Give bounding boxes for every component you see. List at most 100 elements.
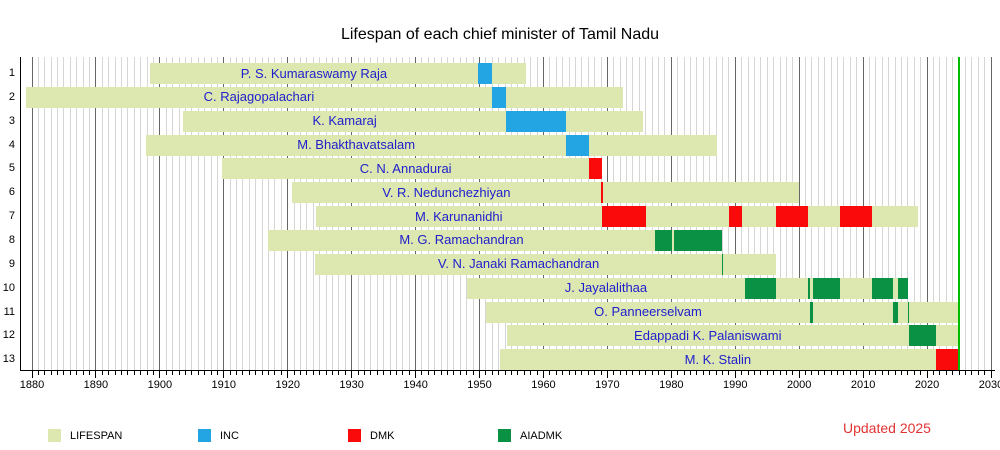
gridline bbox=[63, 57, 65, 370]
term-segment-AIADMK[interactable] bbox=[674, 229, 723, 251]
lifespan-bar[interactable] bbox=[267, 229, 723, 251]
lifespan-bar[interactable] bbox=[150, 63, 526, 84]
gridline bbox=[37, 57, 39, 370]
axis-tick bbox=[395, 371, 397, 375]
lifespan-bar[interactable] bbox=[485, 301, 960, 323]
gridline bbox=[140, 57, 142, 370]
row-index-label: 13 bbox=[2, 353, 15, 366]
term-segment-DMK[interactable] bbox=[935, 349, 960, 371]
term-segment-AIADMK[interactable] bbox=[810, 301, 814, 323]
axis-tick bbox=[638, 371, 640, 375]
lifespan-bar[interactable] bbox=[221, 158, 602, 180]
axis-tick bbox=[900, 371, 902, 375]
legend-label-inc: INC bbox=[220, 430, 239, 442]
gridline bbox=[101, 57, 103, 370]
cm-name-link[interactable]: V. N. Janaki Ramachandran bbox=[437, 256, 600, 272]
axis-tick bbox=[747, 371, 749, 375]
row-index-label: 2 bbox=[8, 90, 15, 103]
axis-tick bbox=[798, 371, 800, 378]
axis-tick bbox=[300, 371, 302, 375]
cm-name-link[interactable]: O. Panneerselvam bbox=[594, 304, 702, 319]
term-segment-AIADMK[interactable] bbox=[893, 301, 898, 323]
term-segment-AIADMK[interactable] bbox=[907, 301, 909, 323]
term-segment-AIADMK[interactable] bbox=[813, 277, 840, 299]
axis-tick bbox=[824, 371, 826, 375]
axis-tick bbox=[498, 371, 500, 375]
axis-tick bbox=[479, 371, 481, 378]
cm-name-link[interactable]: M. K. Stalin bbox=[684, 351, 752, 367]
term-segment-INC[interactable] bbox=[506, 110, 567, 132]
axis-tick bbox=[939, 371, 941, 375]
gridline bbox=[984, 57, 986, 370]
axis-tick bbox=[696, 371, 698, 375]
axis-tick bbox=[351, 371, 353, 378]
axis-tick bbox=[843, 371, 845, 375]
term-segment-DMK[interactable] bbox=[601, 206, 647, 228]
cm-name-link[interactable]: C. Rajagopalachari bbox=[203, 89, 315, 105]
term-segment-AIADMK[interactable] bbox=[655, 229, 672, 251]
cm-name-link[interactable]: K. Kamaraj bbox=[312, 113, 377, 129]
term-segment-AIADMK[interactable] bbox=[807, 277, 811, 299]
cm-name-link[interactable]: M. Bhakthavatsalam bbox=[297, 137, 416, 153]
term-segment-AIADMK[interactable] bbox=[722, 253, 723, 275]
term-segment-AIADMK[interactable] bbox=[744, 277, 776, 299]
axis-tick bbox=[146, 371, 148, 375]
term-segment-DMK[interactable] bbox=[839, 206, 872, 228]
axis-tick-label: 1900 bbox=[147, 379, 173, 391]
lifespan-bar[interactable] bbox=[467, 277, 908, 299]
axis-tick bbox=[549, 371, 551, 375]
lifespan-bar[interactable] bbox=[182, 110, 643, 132]
lifespan-bar[interactable] bbox=[499, 349, 960, 371]
lifespan-bar[interactable] bbox=[145, 134, 718, 156]
axis-tick-label: 1970 bbox=[595, 379, 620, 391]
term-segment-INC[interactable] bbox=[566, 134, 590, 156]
cm-name-link[interactable]: Edappadi K. Palaniswami bbox=[634, 327, 782, 343]
axis-tick bbox=[82, 371, 84, 375]
axis-tick bbox=[632, 371, 634, 375]
term-segment-AIADMK[interactable] bbox=[897, 277, 908, 299]
lifespan-bar[interactable] bbox=[314, 253, 777, 275]
axis-tick bbox=[888, 371, 890, 375]
axis-tick bbox=[344, 371, 346, 375]
cm-name-link[interactable]: M. G. Ramachandran bbox=[399, 232, 524, 248]
axis-tick bbox=[817, 371, 819, 375]
axis-tick bbox=[728, 371, 730, 375]
term-segment-AIADMK[interactable] bbox=[871, 277, 894, 299]
axis-tick bbox=[37, 371, 39, 375]
axis-tick bbox=[357, 371, 359, 375]
axis-tick bbox=[204, 371, 206, 375]
lifespan-bar[interactable] bbox=[25, 86, 624, 108]
gridline bbox=[274, 57, 276, 370]
row-index-label: 10 bbox=[2, 281, 15, 294]
gridline bbox=[152, 57, 154, 370]
lifespan-bar[interactable] bbox=[291, 182, 800, 204]
gridline bbox=[293, 57, 295, 370]
axis-tick bbox=[383, 371, 385, 375]
term-segment-DMK[interactable] bbox=[601, 182, 604, 204]
gridline bbox=[268, 57, 270, 370]
lifespan-bar[interactable] bbox=[507, 325, 960, 347]
axis-tick bbox=[721, 371, 723, 375]
axis-tick bbox=[715, 371, 717, 375]
gridline bbox=[255, 57, 257, 370]
cm-name-link[interactable]: P. S. Kumaraswamy Raja bbox=[240, 65, 388, 81]
axis-tick bbox=[140, 371, 142, 375]
term-segment-INC[interactable] bbox=[477, 63, 493, 84]
cm-name-link[interactable]: V. R. Nedunchezhiyan bbox=[382, 184, 511, 200]
axis-tick bbox=[773, 371, 775, 375]
cm-name-link[interactable]: M. Karunanidhi bbox=[415, 208, 503, 224]
term-segment-DMK[interactable] bbox=[729, 206, 742, 228]
term-segment-AIADMK[interactable] bbox=[908, 325, 936, 347]
gridline bbox=[223, 57, 225, 370]
axis-tick bbox=[600, 371, 602, 375]
axis-tick bbox=[63, 371, 65, 375]
cm-name-link[interactable]: C. N. Annadurai bbox=[359, 160, 452, 176]
axis-tick bbox=[849, 371, 851, 375]
axis-tick-label: 1980 bbox=[659, 379, 684, 391]
cm-name-link[interactable]: J. Jayalalithaa bbox=[564, 280, 648, 296]
axis-tick-label: 1890 bbox=[83, 379, 109, 391]
term-segment-INC[interactable] bbox=[492, 86, 507, 108]
term-segment-DMK[interactable] bbox=[589, 158, 602, 180]
gridline bbox=[939, 57, 941, 370]
term-segment-DMK[interactable] bbox=[775, 206, 808, 228]
